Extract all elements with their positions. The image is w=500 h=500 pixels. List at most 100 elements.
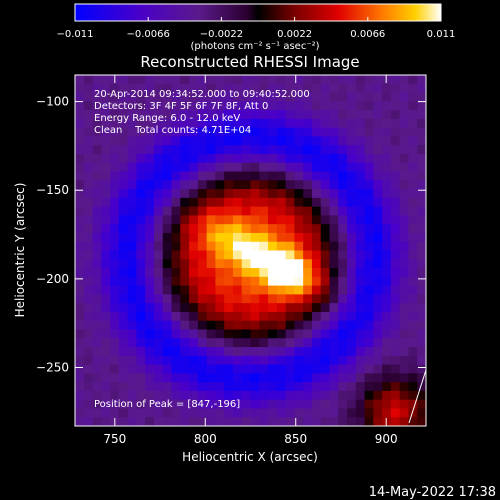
heatmap-cell (136, 338, 146, 348)
heatmap-cell (197, 75, 208, 85)
heatmap-cell (145, 197, 155, 208)
heatmap-cell (338, 92, 348, 102)
heatmap-cell (408, 390, 418, 401)
heatmap-cell (75, 197, 85, 208)
heatmap-cell (320, 294, 331, 304)
heatmap-cell (110, 136, 120, 146)
heatmap-cell (171, 206, 181, 217)
heatmap-cell (162, 110, 173, 120)
heatmap-cell (329, 355, 339, 366)
heatmap-cell (197, 285, 208, 295)
heatmap-cell (294, 206, 304, 217)
heatmap-cell (101, 338, 111, 348)
heatmap-cell (224, 232, 234, 243)
heatmap-cell (101, 276, 111, 287)
heatmap-cell (224, 338, 234, 348)
heatmap-cell (417, 320, 426, 331)
heatmap-cell (276, 118, 287, 129)
heatmap-cell (136, 101, 146, 111)
heatmap-cell (276, 347, 287, 357)
heatmap-cell (127, 417, 138, 426)
heatmap-cell (382, 355, 392, 366)
heatmap-cell (162, 259, 173, 269)
heatmap-cell (83, 285, 94, 295)
heatmap-cell (215, 285, 225, 295)
heatmap-cell (162, 329, 173, 339)
heatmap-cell (92, 189, 102, 199)
heatmap-cell (382, 145, 392, 155)
heatmap-cell (382, 250, 392, 260)
heatmap-cell (268, 118, 278, 129)
heatmap-cell (373, 136, 383, 146)
heatmap-cell (232, 92, 243, 102)
heatmap-cell (101, 294, 111, 304)
heatmap-cell (110, 232, 120, 243)
heatmap-cell (101, 390, 111, 401)
heatmap-cell (83, 408, 94, 418)
heatmap-cell (162, 127, 173, 138)
heatmap-cell (276, 311, 287, 322)
heatmap-cell (373, 250, 383, 260)
heatmap-cell (294, 75, 304, 85)
heatmap-cell (303, 162, 313, 173)
heatmap-cell (92, 241, 102, 252)
heatmap-cell (250, 364, 260, 374)
heatmap-cell (303, 83, 313, 94)
heatmap-cell (408, 303, 418, 313)
heatmap-cell (303, 408, 313, 418)
heatmap-cell (180, 136, 190, 146)
heatmap-cell (153, 408, 164, 418)
heatmap-cell (215, 276, 225, 287)
heatmap-cell (417, 390, 426, 401)
heatmap-cell (189, 215, 199, 225)
heatmap-cell (320, 241, 331, 252)
heatmap-cell (311, 268, 322, 278)
heatmap-cell (320, 75, 331, 85)
heatmap-cell (145, 162, 155, 173)
heatmap-cell (145, 382, 155, 392)
heatmap-cell (127, 285, 138, 295)
heatmap-cell (268, 110, 278, 120)
heatmap-cell (373, 329, 383, 339)
heatmap-cell (329, 399, 339, 410)
heatmap-cell (399, 145, 410, 155)
heatmap-cell (417, 338, 426, 348)
heatmap-cell (347, 276, 357, 287)
heatmap-cell (92, 224, 102, 234)
heatmap-cell (347, 373, 357, 383)
heatmap-cell (162, 215, 173, 225)
heatmap-cell (232, 294, 243, 304)
heatmap-cell (83, 136, 94, 146)
heatmap-cell (355, 162, 366, 173)
heatmap-cell (320, 232, 331, 243)
heatmap-cell (206, 329, 217, 339)
heatmap-cell (92, 294, 102, 304)
heatmap-cell (145, 127, 155, 138)
heatmap-cell (83, 206, 94, 217)
heatmap-cell (180, 118, 190, 129)
heatmap-cell (259, 136, 269, 146)
heatmap-cell (303, 101, 313, 111)
heatmap-cell (355, 408, 366, 418)
heatmap-cell (197, 127, 208, 138)
heatmap-cell (294, 136, 304, 146)
heatmap-cell (250, 118, 260, 129)
heatmap-cell (399, 136, 410, 146)
heatmap-cell (241, 92, 252, 102)
axes: 750 800 850 900−100−150−200−250 (36, 75, 426, 446)
heatmap-cell (241, 382, 252, 392)
heatmap-cell (153, 215, 164, 225)
heatmap-cell (197, 259, 208, 269)
heatmap-cell (399, 399, 410, 410)
heatmap-cell (417, 259, 426, 269)
heatmap-cell (364, 171, 374, 181)
heatmap-cell (206, 320, 217, 331)
heatmap-cell (232, 118, 243, 129)
annotation-clean-counts: Clean Total counts: 4.71E+04 (94, 125, 251, 136)
heatmap-cell (92, 118, 102, 129)
heatmap-cell (250, 382, 260, 392)
heatmap-cell (162, 347, 173, 357)
heatmap-cell (171, 136, 181, 146)
heatmap-cell (250, 180, 260, 190)
heatmap-cell (311, 338, 322, 348)
